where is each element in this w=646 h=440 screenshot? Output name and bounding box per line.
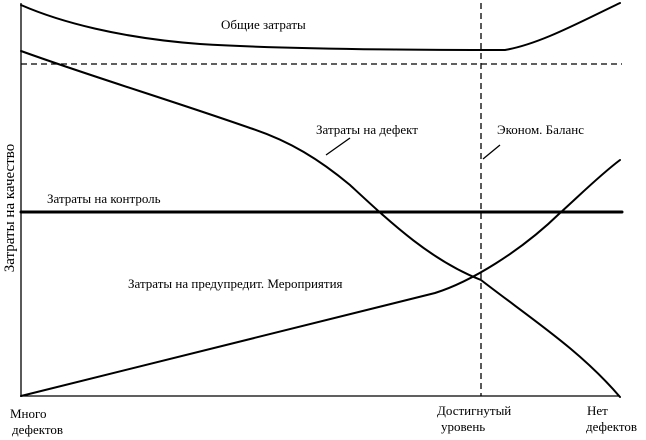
prevention-cost-curve: [20, 159, 621, 397]
defect-cost-label: Затраты на дефект: [316, 122, 418, 137]
y-axis-title: Затраты на качество: [2, 144, 18, 273]
defect-cost-curve: [20, 50, 621, 398]
x-label-no-defects-2: дефектов: [586, 419, 637, 434]
x-label-many-defects-1: Много: [10, 406, 47, 421]
x-label-many-defects-2: дефектов: [12, 422, 63, 437]
total-cost-curve: [20, 2, 621, 51]
x-label-no-defects-1: Нет: [587, 403, 608, 418]
control-cost-label: Затраты на контроль: [47, 191, 161, 206]
economic-balance-label: Эконом. Баланс: [497, 122, 584, 137]
balance-leader: [482, 144, 501, 160]
total-cost-label: Общие затраты: [221, 17, 306, 32]
x-label-achieved-1: Достигнутый: [437, 403, 511, 418]
prevention-cost-label: Затраты на предупредит. Мероприятия: [128, 276, 343, 291]
defect-cost-leader: [325, 137, 351, 156]
x-label-achieved-2: уровень: [441, 419, 485, 434]
